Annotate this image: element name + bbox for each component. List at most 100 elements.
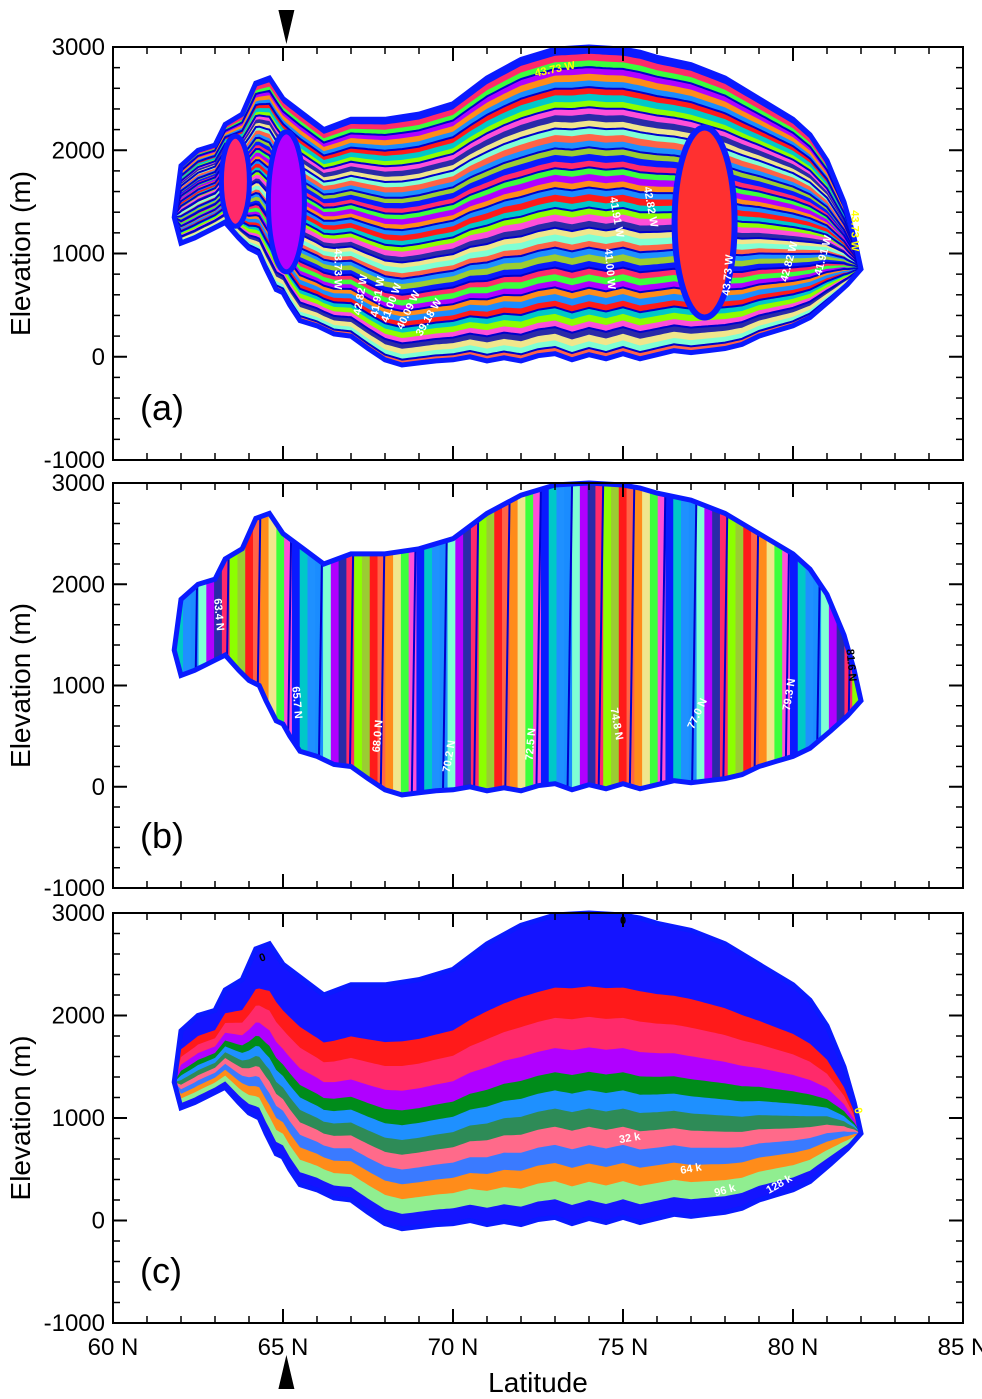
particle-path-band: [182, 483, 192, 795]
isochrone-fill: [174, 47, 861, 365]
particle-path-band: [206, 483, 215, 795]
x-tick-label: 65 N: [258, 1334, 309, 1361]
particle-path-band: [276, 483, 285, 795]
particle-path-line: [596, 483, 605, 795]
particle-path-band: [821, 483, 830, 795]
particle-path-band: [665, 483, 674, 795]
particle-path-band: [486, 483, 495, 795]
particle-path-band: [439, 483, 449, 795]
particle-path-band: [836, 483, 845, 795]
y-tick-label: 1000: [52, 673, 105, 700]
contour-label: 74.8 N: [608, 707, 625, 741]
particle-path-band: [502, 483, 511, 795]
particle-path-band: [743, 483, 752, 795]
panel-label: (a): [140, 387, 184, 428]
particle-path-line: [191, 483, 200, 795]
contour-label: 72.5 N: [524, 728, 539, 761]
particle-path-band: [696, 483, 705, 795]
contour-label: 0: [258, 951, 268, 964]
particle-path-band: [253, 483, 262, 795]
particle-path-band: [463, 483, 472, 795]
particle-path-band: [642, 483, 651, 795]
particle-path-band: [393, 483, 402, 795]
particle-path-band: [330, 483, 340, 795]
particle-path-band: [572, 483, 581, 795]
particle-path-band: [299, 483, 308, 795]
particle-path-band: [548, 483, 558, 795]
fold-structure: [671, 124, 738, 321]
contour-label: 64 k: [679, 1161, 703, 1177]
particle-path-band: [533, 483, 542, 795]
isochrone-fill: [174, 483, 861, 795]
x-axis-title: Latitude: [488, 1367, 588, 1398]
contour-label: 32 k: [618, 1130, 642, 1146]
particle-path-band: [260, 483, 270, 795]
particle-path-band: [564, 483, 573, 795]
contour-label: 65.7 N: [289, 686, 304, 719]
y-tick-label: 3000: [52, 34, 105, 61]
particle-path-band: [860, 483, 861, 795]
particle-path-band: [237, 483, 246, 795]
particle-path-band: [221, 483, 231, 795]
y-tick-label: 0: [92, 774, 105, 801]
particle-path-band: [315, 483, 324, 795]
particle-path-band: [470, 483, 480, 795]
particle-path-band: [424, 483, 433, 795]
particle-path-line: [658, 483, 667, 795]
particle-path-band: [828, 483, 838, 795]
particle-path-band: [175, 483, 184, 795]
contour-label: 68.0 N: [371, 719, 386, 752]
particle-path-band: [579, 483, 589, 795]
particle-path-band: [229, 483, 238, 795]
particle-path-band: [385, 483, 394, 795]
panel-a: -1000 0 1000 2000 3000 Elevation (m) (a) 43.73 …: [5, 10, 964, 474]
particle-path-band: [284, 483, 293, 795]
particle-path-band: [758, 483, 768, 795]
y-tick-label: 2000: [52, 137, 105, 164]
particle-path-line: [502, 483, 511, 795]
particle-path-band: [346, 483, 355, 795]
y-axis-title: Elevation (m): [5, 603, 36, 768]
y-tick-label: -1000: [44, 875, 105, 902]
glacier-outline: [171, 44, 864, 368]
particle-path-band: [587, 483, 596, 795]
particle-path-band: [681, 483, 690, 795]
contour-label: 43.73 W: [721, 254, 737, 296]
particle-path-band: [509, 483, 519, 795]
y-tick-label: 3000: [52, 900, 105, 927]
particle-path-band: [704, 483, 713, 795]
location-marker-bottom: [278, 1355, 295, 1389]
particle-path-line: [627, 483, 636, 795]
particle-path-band: [245, 483, 254, 795]
x-tick-label: 60 N: [88, 1334, 139, 1361]
y-tick-label: 2000: [52, 1003, 105, 1030]
particle-path-band: [369, 483, 379, 795]
y-tick-label: 3000: [52, 470, 105, 497]
particle-path-band: [354, 483, 363, 795]
y-axis-title: Elevation (m): [5, 171, 36, 336]
particle-path-band: [673, 483, 682, 795]
particle-path-line: [565, 483, 574, 795]
particle-path-band: [431, 483, 441, 795]
particle-path-band: [540, 483, 550, 795]
contour-label: 43.73 W: [331, 249, 343, 291]
contour-label: 96 k: [713, 1182, 738, 1199]
particle-path-band: [688, 483, 698, 795]
particle-path-band: [377, 483, 386, 795]
particle-path-band: [805, 483, 814, 795]
particle-path-band: [789, 483, 799, 795]
particle-path-band: [291, 483, 301, 795]
particle-path-band: [813, 483, 822, 795]
particle-path-band: [634, 483, 643, 795]
particle-path-band: [712, 483, 721, 795]
particle-path-band: [307, 483, 316, 795]
particle-path-band: [525, 483, 534, 795]
particle-path-band: [268, 483, 277, 795]
particle-path-band: [626, 483, 635, 795]
particle-path-band: [478, 483, 487, 795]
particle-path-band: [447, 483, 456, 795]
glacier-outline: [171, 910, 864, 1232]
fold-structure: [218, 133, 252, 229]
y-tick-label: 2000: [52, 571, 105, 598]
